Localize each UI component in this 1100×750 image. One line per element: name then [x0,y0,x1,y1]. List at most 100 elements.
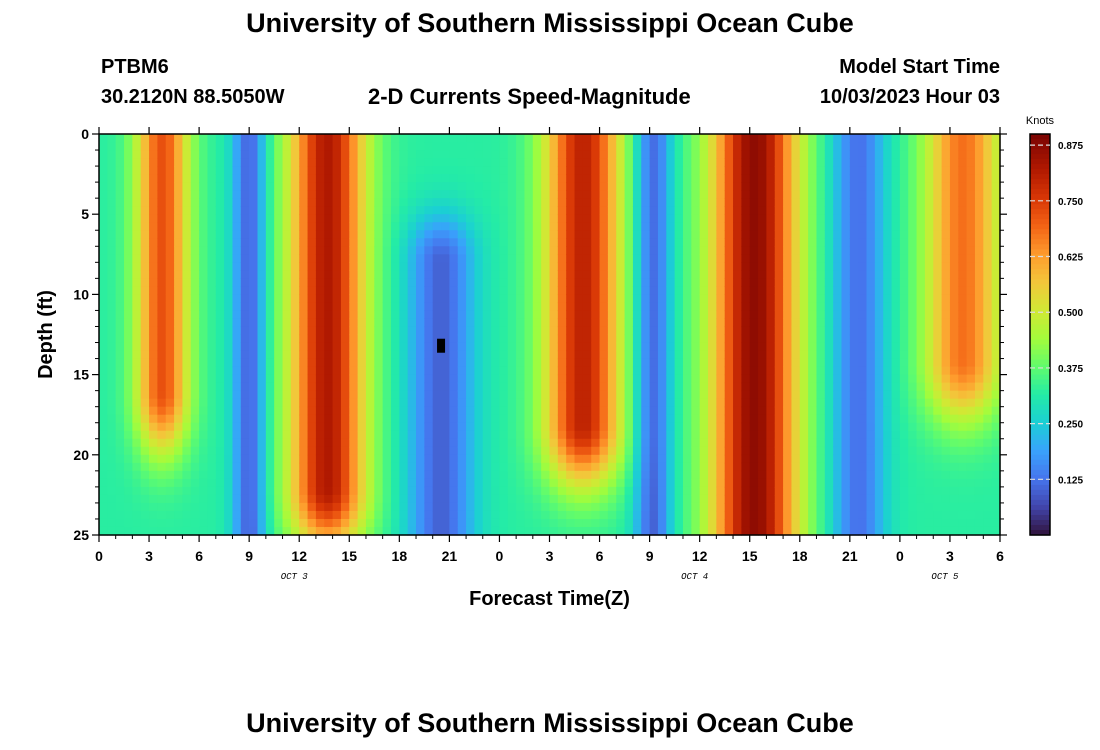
heatmap-cell [99,470,108,480]
heatmap-cell [407,166,417,175]
heatmap-cell [541,302,551,312]
heatmap-cell [132,142,142,151]
heatmap-cell [115,222,125,231]
heatmap-cell [557,214,567,223]
heatmap-cell [315,382,325,392]
heatmap-cell [441,302,450,312]
heatmap-cell [399,302,409,312]
heatmap-cell [215,174,225,183]
heatmap-cell [174,318,184,328]
heatmap-cell [124,206,133,215]
heatmap-cell [274,374,284,384]
heatmap-cell [240,174,250,183]
heatmap-cell [474,166,484,175]
heatmap-cell [482,494,492,504]
heatmap-cell [416,310,425,320]
heatmap-cell [424,518,434,528]
heatmap-cell [499,462,509,472]
heatmap-cell [741,358,751,368]
heatmap-cell [432,502,442,512]
heatmap-cell [149,134,158,143]
heatmap-cell [833,158,843,167]
heatmap-cell [290,454,300,464]
heatmap-cell [607,222,617,231]
heatmap-cell [624,422,634,432]
heatmap-cell [174,206,184,215]
heatmap-cell [441,398,450,408]
heatmap-cell [808,398,818,408]
heatmap-cell [691,454,701,464]
heatmap-cell [365,206,375,215]
heatmap-cell [574,230,584,239]
heatmap-cell [766,174,776,183]
heatmap-cell [449,238,459,247]
heatmap-cell [816,390,826,400]
heatmap-cell [290,318,300,328]
heatmap-cell [607,246,617,255]
heatmap-cell [499,286,509,295]
heatmap-cell [708,502,717,512]
heatmap-cell [549,486,559,496]
heatmap-cell [733,158,742,167]
heatmap-cell [240,350,250,360]
heatmap-cell [165,150,175,159]
heatmap-cell [365,366,375,376]
heatmap-cell [232,158,242,167]
heatmap-cell [399,142,409,151]
heatmap-cell [424,262,434,271]
heatmap-cell [215,262,225,271]
heatmap-cell [824,526,834,536]
heatmap-cell [657,510,667,520]
heatmap-cell [224,342,234,352]
heatmap-cell [340,262,350,271]
heatmap-cell [482,470,492,480]
heatmap-cell [808,134,818,143]
heatmap-cell [399,454,409,464]
heatmap-cell [874,454,884,464]
heatmap-cell [357,278,367,287]
heatmap-cell [866,134,876,143]
heatmap-cell [799,350,809,360]
heatmap-cell [749,190,759,199]
heatmap-cell [165,454,175,464]
heatmap-cell [599,318,609,328]
heatmap-cell [107,422,117,432]
heatmap-cell [340,446,350,456]
heatmap-cell [165,358,175,368]
heatmap-cell [182,254,192,263]
heatmap-cell [99,446,108,456]
heatmap-cell [240,446,250,456]
heatmap-cell [399,382,409,392]
heatmap-cell [866,390,876,400]
heatmap-cell [115,246,125,255]
heatmap-cell [657,374,667,384]
heatmap-cell [132,270,142,279]
heatmap-cell [582,222,592,231]
heatmap-cell [708,462,717,472]
heatmap-cell [616,302,626,312]
heatmap-cell [324,246,334,255]
heatmap-cell [657,526,667,536]
heatmap-cell [282,390,292,400]
heatmap-cell [507,262,517,271]
heatmap-cell [582,278,592,287]
heatmap-cell [833,326,843,336]
heatmap-cell [774,518,784,528]
heatmap-cell [858,254,868,263]
heatmap-cell [708,294,717,304]
heatmap-cell [916,446,926,456]
heatmap-cell [741,310,751,320]
heatmap-cell [599,350,609,360]
heatmap-cell [766,422,776,432]
heatmap-cell [115,462,125,472]
heatmap-cell [799,430,809,440]
heatmap-cell [124,326,133,336]
heatmap-cell [766,318,776,328]
heatmap-cell [140,262,150,271]
heatmap-cell [107,190,117,199]
heatmap-cell [357,398,367,408]
heatmap-cell [332,294,342,304]
heatmap-cell [491,486,501,496]
heatmap-cell [107,214,117,223]
heatmap-cell [799,166,809,175]
